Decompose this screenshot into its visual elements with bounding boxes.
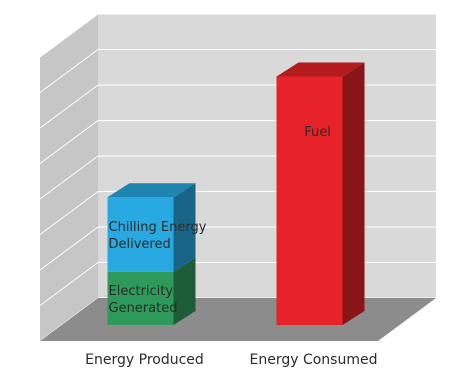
bar-1-top bbox=[276, 62, 365, 77]
data-label-line: Electricity bbox=[109, 284, 174, 299]
gridline-side bbox=[39, 155, 99, 200]
bar-1-series-0-front bbox=[276, 76, 343, 325]
data-label-electricity-generated: Electricity Generated bbox=[109, 284, 178, 316]
x-tick-label-0: Energy Produced bbox=[85, 352, 204, 368]
data-label-line: Generated bbox=[109, 301, 178, 316]
bar-0-series-1-front bbox=[107, 197, 174, 272]
gridline-side bbox=[39, 191, 99, 235]
bar-0-top bbox=[107, 183, 196, 198]
gridline-side bbox=[39, 84, 99, 129]
data-label-fuel: Fuel bbox=[304, 125, 331, 140]
data-label-line: Fuel bbox=[304, 125, 331, 140]
data-label-line: Delivered bbox=[109, 237, 171, 252]
x-tick-label-1: Energy Consumed bbox=[250, 352, 378, 368]
bar-0-series-0-side bbox=[173, 257, 196, 325]
gridline-side bbox=[39, 262, 99, 306]
bar-1-series-0-side bbox=[342, 62, 365, 325]
gridline-side bbox=[39, 13, 99, 58]
bar-0-series-1-side bbox=[173, 183, 196, 272]
chart-floor bbox=[40, 298, 436, 341]
bar-0-series-0-front bbox=[107, 271, 174, 325]
gridline-side bbox=[39, 226, 99, 271]
data-label-chilling-energy-delivered: Chilling Energy Delivered bbox=[109, 220, 207, 252]
gridline-side bbox=[39, 49, 99, 93]
data-label-line: Chilling Energy bbox=[109, 220, 207, 235]
gridline-side bbox=[39, 120, 99, 164]
